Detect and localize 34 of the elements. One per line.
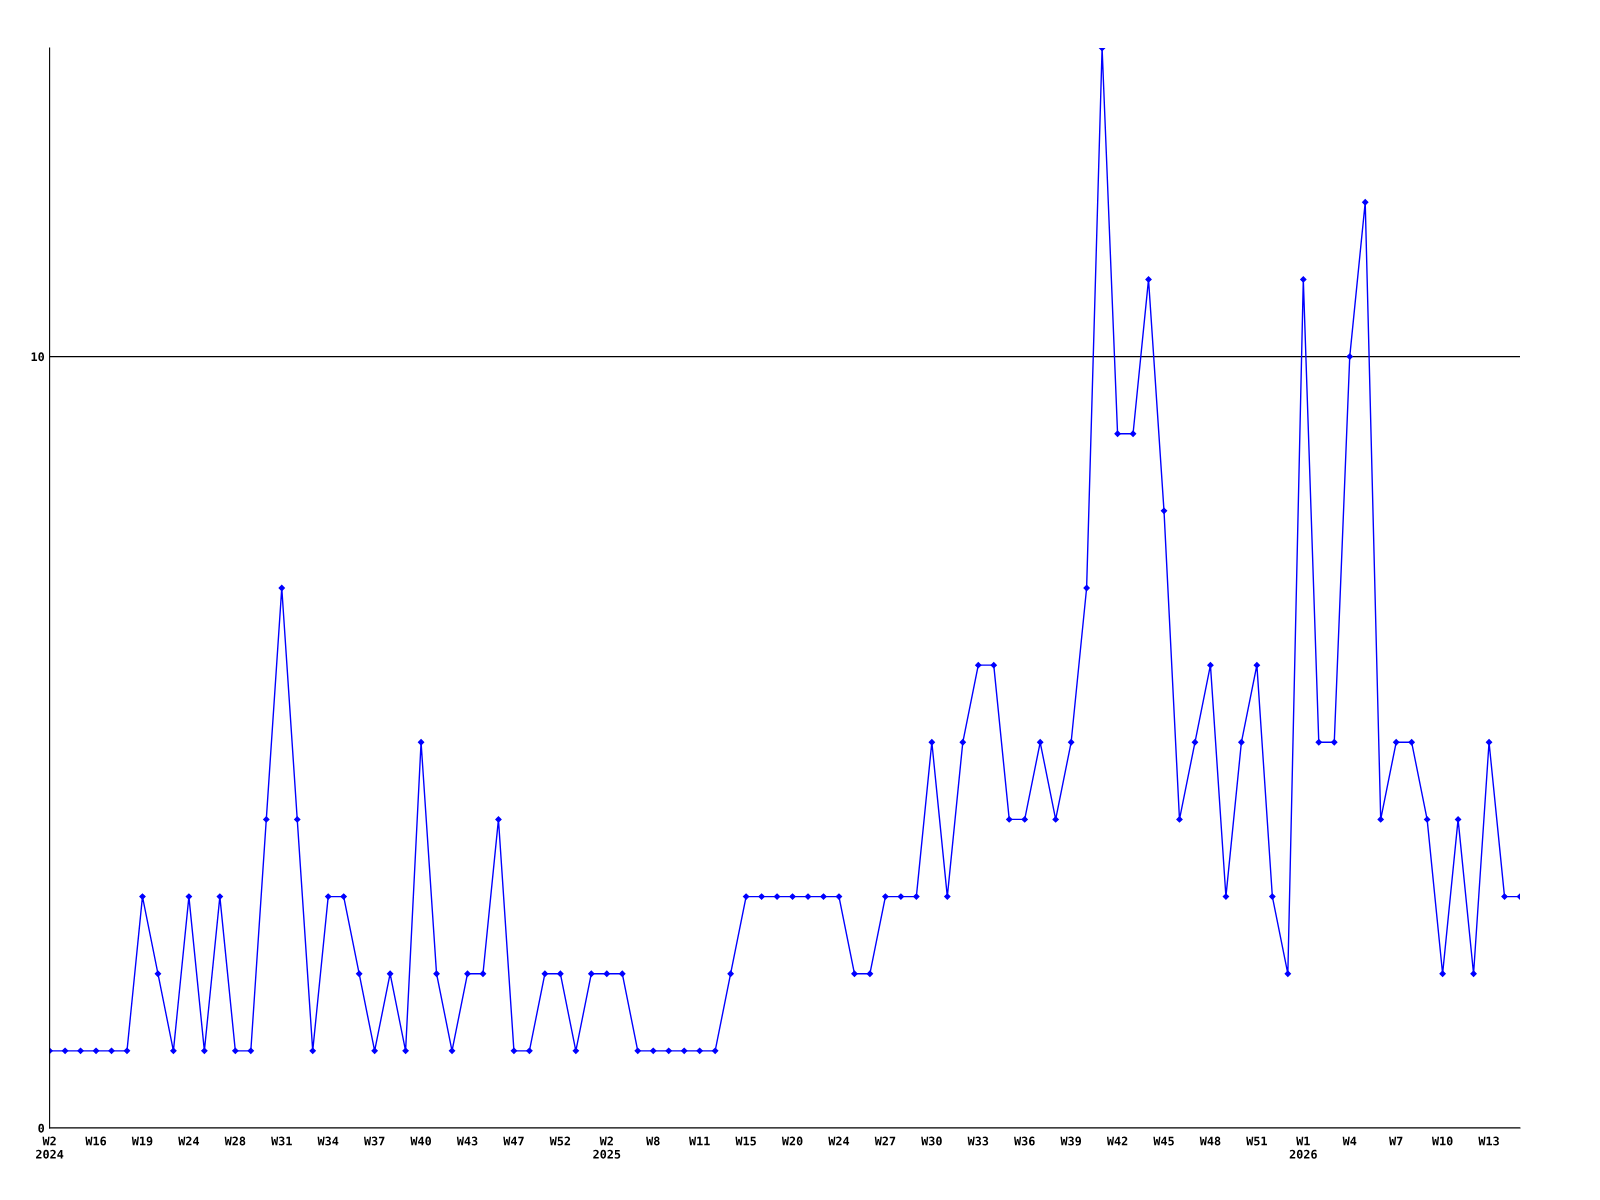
- y-tick-label: 10: [31, 352, 45, 362]
- x-tick-label: W52: [549, 1136, 571, 1146]
- x-tick-label: W19: [131, 1136, 153, 1146]
- x-tick-label: W51: [1246, 1136, 1267, 1146]
- x-tick-label: W27: [874, 1136, 896, 1146]
- x-tick-label: W43: [456, 1136, 478, 1146]
- x-tick-label: W24: [828, 1136, 850, 1146]
- x-tick-label: W13: [1478, 1136, 1499, 1146]
- x-tick-label: W40: [410, 1136, 432, 1146]
- x-tick-label: W10: [1431, 1136, 1453, 1146]
- x-tick-label: W37: [363, 1136, 385, 1146]
- x-tick-label: W20: [781, 1136, 803, 1146]
- x-tick-label: W47: [503, 1136, 524, 1146]
- x-tick-label: W31: [271, 1136, 292, 1146]
- x-tick-label: W24: [178, 1136, 200, 1146]
- x-tick-label: W1 2026: [1289, 1136, 1317, 1159]
- y-tick-label: 0: [38, 1123, 45, 1133]
- x-tick-label: W48: [1199, 1136, 1221, 1146]
- x-tick-label: W39: [1060, 1136, 1082, 1146]
- x-tick-label: W16: [85, 1136, 107, 1146]
- x-tick-label: W7: [1389, 1136, 1403, 1146]
- x-tick-label: W2 2024: [36, 1136, 64, 1159]
- x-tick-label: W34: [317, 1136, 339, 1146]
- x-tick-label: W11: [689, 1136, 710, 1146]
- x-tick-label: W4: [1342, 1136, 1357, 1146]
- x-tick-label: W45: [1153, 1136, 1174, 1146]
- x-tick-label: W15: [735, 1136, 756, 1146]
- x-tick-label: W36: [1014, 1136, 1035, 1146]
- x-tick-label: W2 2025: [593, 1136, 621, 1159]
- x-tick-label: W30: [921, 1136, 942, 1146]
- x-tick-label: W28: [224, 1136, 246, 1146]
- x-tick-label: W8: [646, 1136, 660, 1146]
- x-tick-label: W33: [967, 1136, 989, 1146]
- x-tick-label: W42: [1106, 1136, 1128, 1146]
